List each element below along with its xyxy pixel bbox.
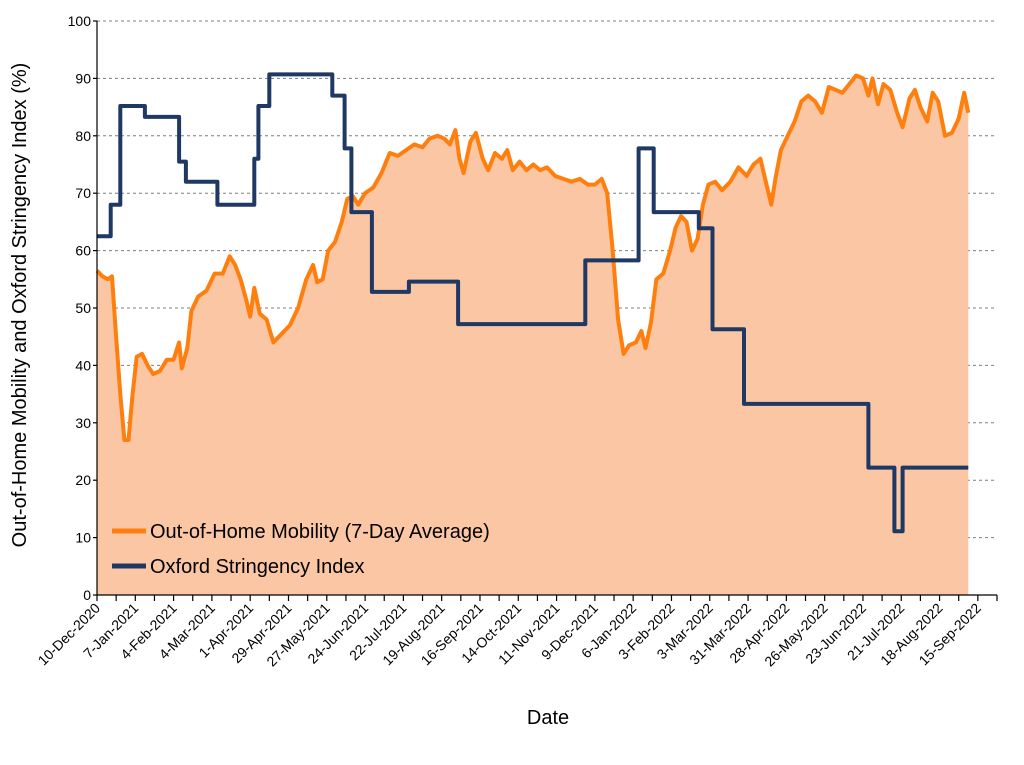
- x-axis-title: Date: [527, 707, 569, 729]
- legend-label-mobility: Out-of-Home Mobility (7-Day Average): [150, 521, 490, 543]
- y-tick-label: 80: [75, 128, 91, 144]
- x-tick-labels: 10-Dec-20207-Jan-20214-Feb-20214-Mar-202…: [35, 600, 985, 670]
- mobility-area: [97, 75, 969, 595]
- series-lines: [95, 72, 971, 534]
- legend-label-stringency: Oxford Stringency Index: [150, 556, 365, 578]
- legend: Out-of-Home Mobility (7-Day Average) Oxf…: [112, 521, 490, 578]
- y-tick-label: 20: [75, 472, 91, 488]
- mobility-area-fill: [97, 75, 969, 595]
- mobility-line: [95, 73, 971, 442]
- stringency-line: [97, 72, 969, 534]
- y-tick-label: 10: [75, 530, 91, 546]
- y-tick-label: 60: [75, 243, 91, 259]
- y-tick-label: 0: [83, 587, 91, 603]
- y-tick-label: 100: [68, 13, 92, 29]
- y-tick-label: 90: [75, 70, 91, 86]
- y-tick-label: 40: [75, 357, 91, 373]
- y-tick-label: 30: [75, 415, 91, 431]
- y-tick-labels: 0 10 20 30 40 50 60 70 80 90 100: [68, 13, 92, 603]
- axes: [93, 20, 998, 601]
- y-tick-label: 50: [75, 300, 91, 316]
- y-tick-label: 70: [75, 185, 91, 201]
- y-axis-title: Out-of-Home Mobility and Oxford Stringen…: [9, 63, 31, 548]
